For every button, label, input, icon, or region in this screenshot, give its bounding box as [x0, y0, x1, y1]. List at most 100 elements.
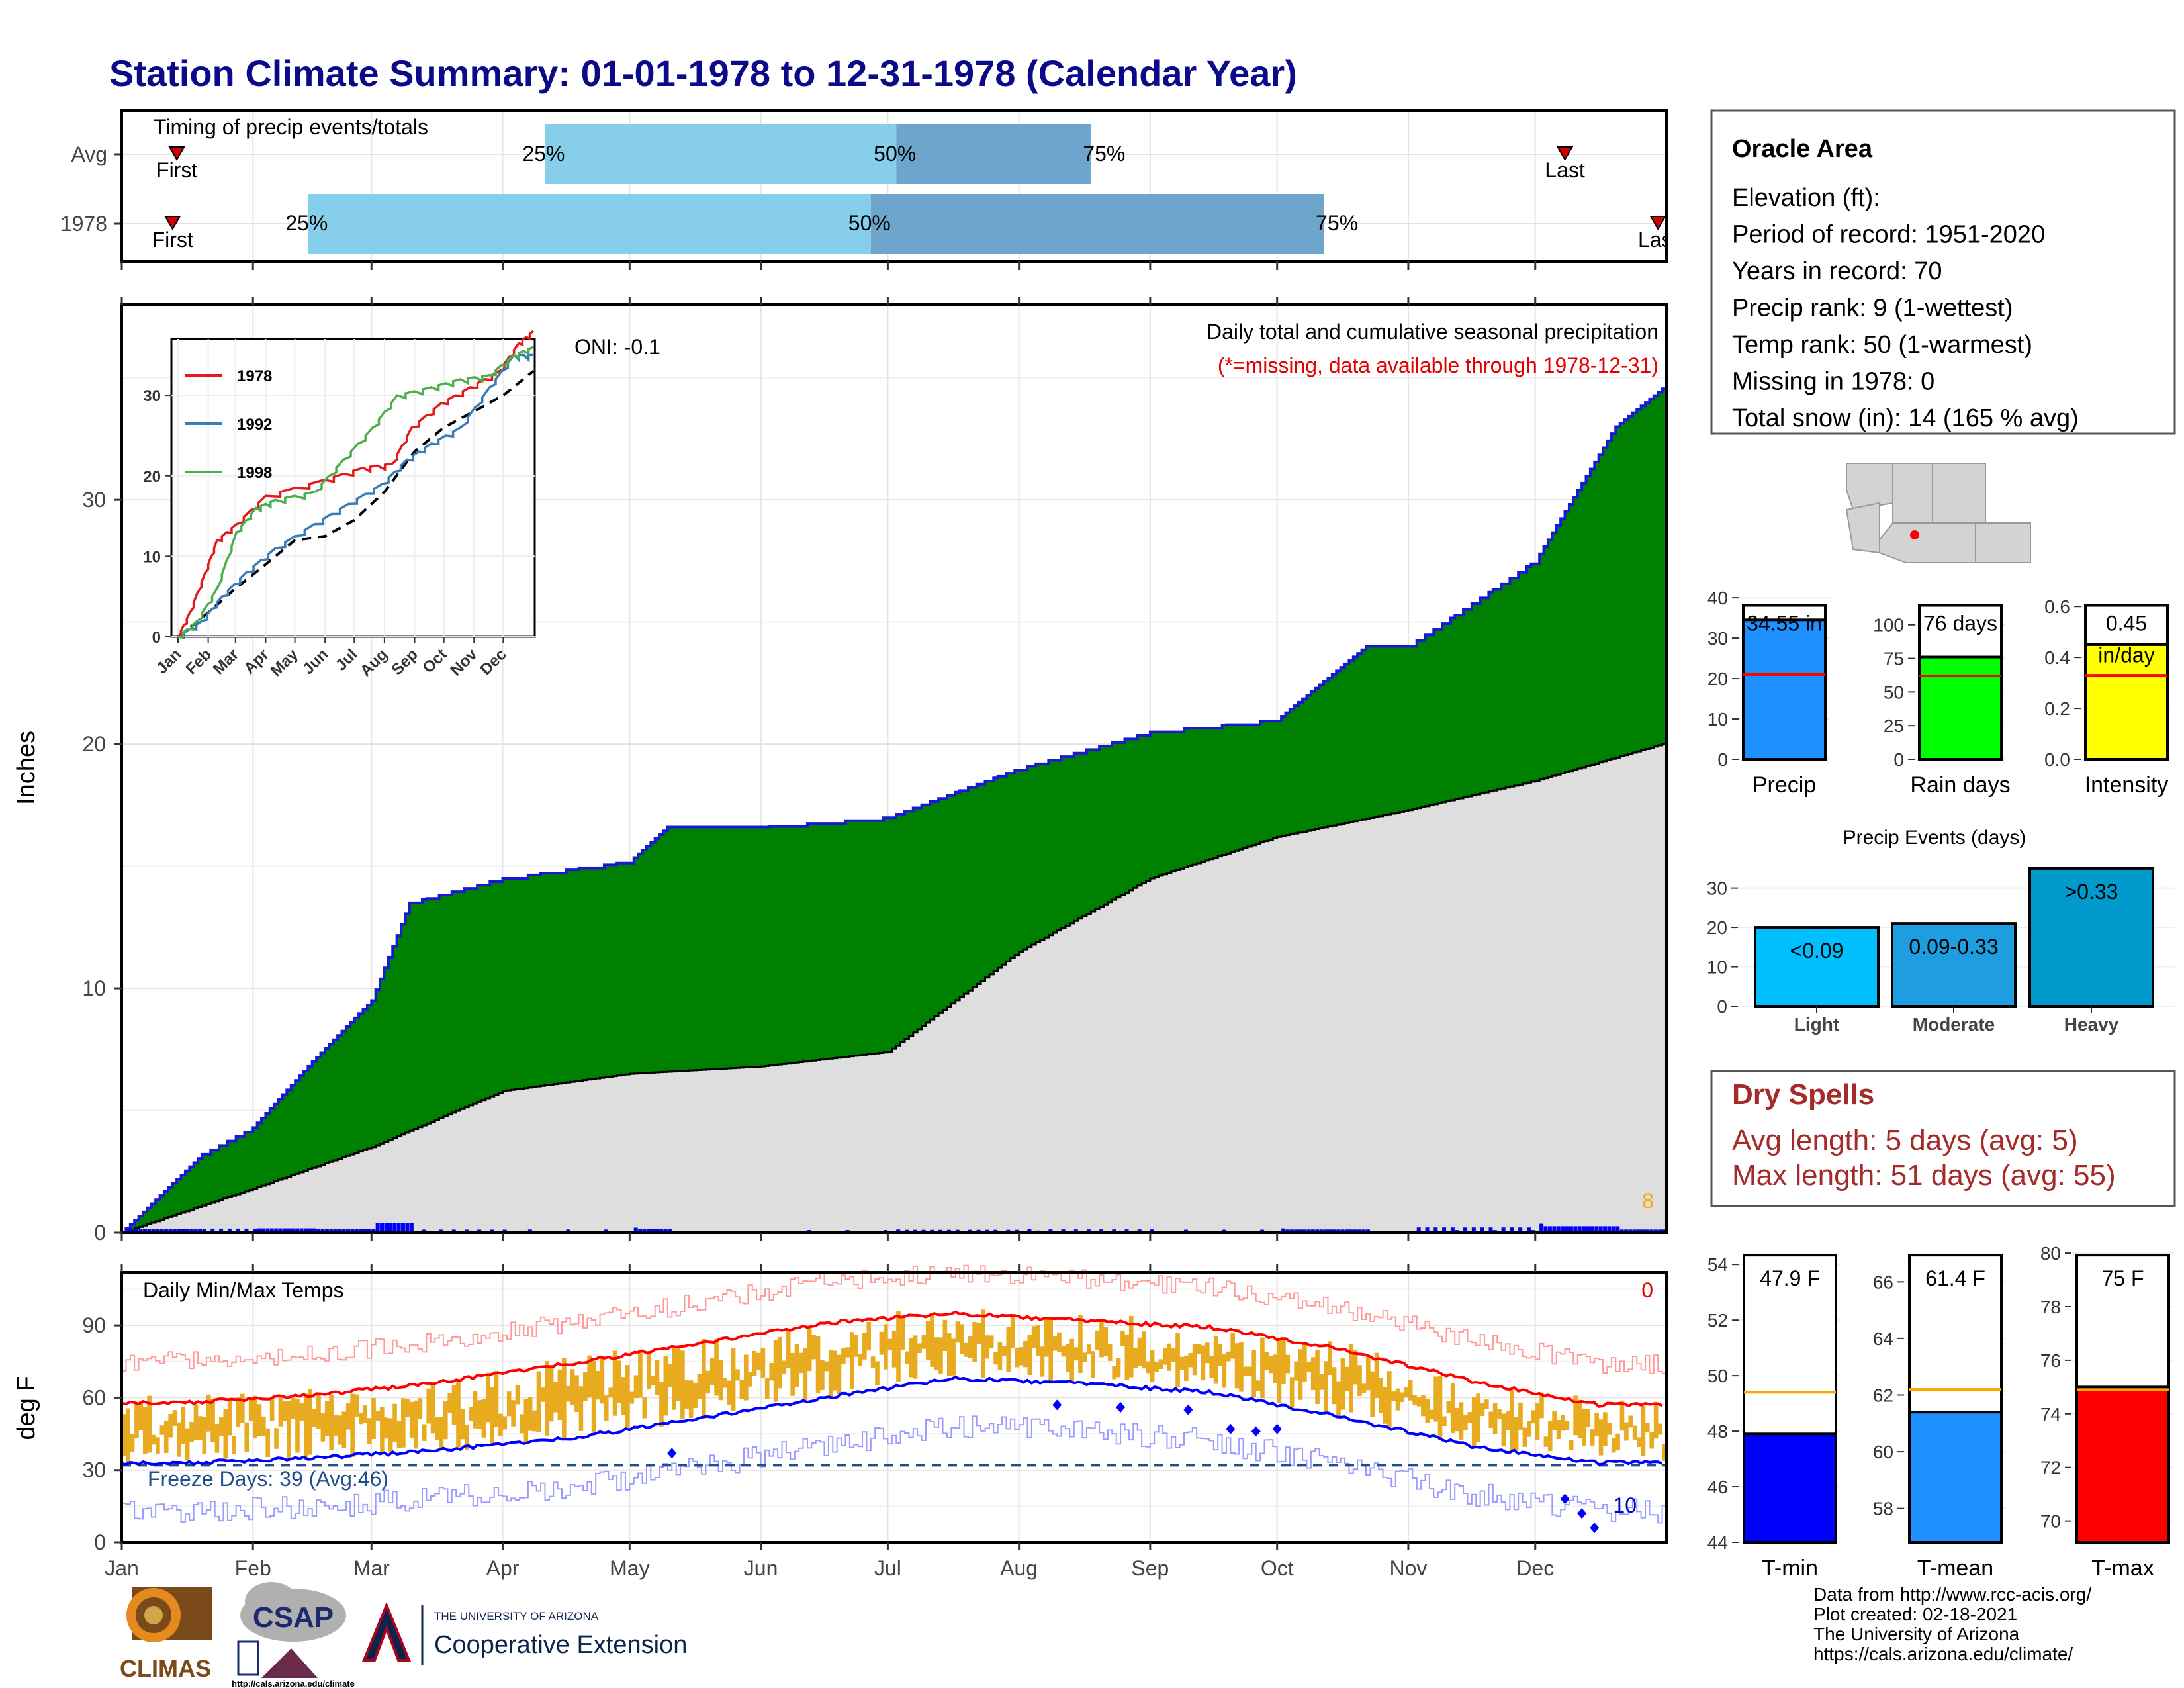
- daily-temp-bar: [735, 1369, 740, 1381]
- daily-precip-bar: [477, 1229, 482, 1233]
- daily-temp-bar: [1590, 1429, 1595, 1446]
- daily-temp-bar: [1484, 1399, 1489, 1409]
- tbar-value-label: 47.9 F: [1760, 1266, 1820, 1290]
- daily-temp-bar: [981, 1309, 985, 1378]
- daily-temp-bar: [1345, 1366, 1349, 1391]
- daily-temp-bar: [1628, 1415, 1633, 1428]
- precip-ytick-label: 10: [82, 976, 106, 1000]
- event-count-label: 8: [1642, 1189, 1654, 1213]
- daily-precip-bar: [896, 1229, 901, 1233]
- daily-precip-bar: [409, 1223, 414, 1233]
- daily-precip-bar: [312, 1228, 316, 1233]
- daily-precip-bar: [1577, 1226, 1582, 1233]
- daily-temp-bar: [1146, 1361, 1151, 1374]
- daily-temp-bar: [1446, 1401, 1451, 1414]
- cold-record-marker: [1251, 1426, 1261, 1437]
- inset-series-1998: [177, 346, 534, 639]
- station-name: Oracle Area: [1732, 135, 1873, 163]
- tbar-ytick-label: 72: [2040, 1458, 2061, 1478]
- info-line: Period of record: 1951-2020: [1732, 221, 2045, 249]
- daily-temp-bar: [1281, 1337, 1286, 1384]
- daily-temp-bar: [841, 1348, 846, 1364]
- ua-small-text: THE UNIVERSITY OF ARIZONA: [434, 1610, 599, 1622]
- daily-temp-bar: [1340, 1358, 1345, 1410]
- daily-temp-bar: [1103, 1327, 1109, 1357]
- daily-temp-bar: [676, 1345, 681, 1401]
- last-marker-1978: [1649, 216, 1666, 230]
- daily-temp-bar: [181, 1406, 186, 1444]
- inset-ytick-label: 30: [143, 387, 161, 405]
- daily-precip-bar: [375, 1223, 380, 1233]
- daily-temp-bar: [257, 1404, 262, 1436]
- tbar-ytick-label: 74: [2040, 1404, 2061, 1425]
- daily-temp-bar: [1455, 1407, 1459, 1432]
- daily-temp-bar: [1222, 1354, 1227, 1388]
- daily-precip-bar: [1324, 1229, 1328, 1233]
- mini-bar-Precip: [1742, 618, 1827, 761]
- daily-precip-bar: [380, 1223, 385, 1233]
- daily-precip-bar: [655, 1229, 659, 1233]
- daily-precip-bar: [392, 1223, 397, 1233]
- daily-temp-bar: [655, 1360, 660, 1395]
- daily-precip-bar: [1099, 1229, 1104, 1233]
- daily-temp-bar: [1383, 1387, 1388, 1424]
- daily-temp-bar: [244, 1422, 250, 1452]
- mini-ytick-label: 0.2: [2044, 698, 2070, 719]
- tbar-ytick-label: 78: [2040, 1297, 2061, 1317]
- event-bar-Moderate: [1891, 922, 2017, 1008]
- daily-temp-bar: [917, 1343, 922, 1354]
- daily-temp-bar: [879, 1331, 884, 1355]
- tbar-ytick-label: 58: [1873, 1499, 1893, 1519]
- dry-spells-box: Dry Spells Avg length: 5 days (avg: 5)Max…: [1710, 1070, 2176, 1207]
- daily-precip-bar: [1073, 1229, 1078, 1233]
- daily-temp-bar: [498, 1413, 503, 1437]
- daily-precip-bar: [968, 1229, 972, 1233]
- record-high-line: [121, 1264, 1666, 1374]
- daily-precip-bar: [527, 1229, 532, 1233]
- daily-precip-bar: [490, 1229, 494, 1233]
- daily-precip-bar: [219, 1228, 224, 1233]
- daily-temp-bar: [193, 1404, 199, 1440]
- temp-title: Daily Min/Max Temps: [143, 1278, 343, 1302]
- daily-temp-bar: [1370, 1371, 1375, 1417]
- daily-precip-bar: [1345, 1229, 1349, 1233]
- daily-temp-bar: [596, 1371, 600, 1400]
- pct-50-label: 50%: [848, 211, 891, 235]
- precip-ytick-label: 30: [82, 488, 106, 512]
- daily-precip-bar: [269, 1228, 274, 1233]
- daily-precip-bar: [257, 1228, 261, 1233]
- event-bar-label: <0.09: [1790, 939, 1844, 962]
- daily-precip-bar: [1552, 1226, 1557, 1233]
- daily-temp-bar: [896, 1311, 901, 1382]
- daily-temp-bar: [532, 1410, 537, 1432]
- first-label: First: [152, 228, 193, 252]
- daily-temp-bar: [833, 1350, 837, 1391]
- daily-temp-bar: [142, 1407, 148, 1454]
- month-label: Jan: [105, 1556, 139, 1580]
- daily-temp-bar: [1649, 1432, 1655, 1449]
- daily-temp-bar: [1218, 1344, 1222, 1366]
- daily-temp-bar: [1027, 1335, 1032, 1375]
- temp-ytick-label: 90: [82, 1313, 106, 1337]
- daily-precip-bar: [1310, 1229, 1315, 1233]
- daily-precip-bar: [1285, 1229, 1290, 1233]
- daily-precip-bar: [1315, 1229, 1320, 1233]
- daily-precip-bar: [1632, 1229, 1637, 1233]
- daily-precip-bar: [345, 1229, 350, 1233]
- daily-temp-bar: [236, 1397, 241, 1427]
- daily-precip-bar: [156, 1229, 160, 1233]
- daily-precip-bar: [202, 1229, 206, 1233]
- daily-temp-bar: [1488, 1411, 1494, 1428]
- daily-temp-bar: [274, 1428, 279, 1449]
- inset-ytick-label: 20: [143, 468, 161, 486]
- daily-temp-bar: [464, 1424, 469, 1450]
- station-location-dot: [1910, 530, 1919, 539]
- daily-temp-bar: [185, 1428, 190, 1461]
- daily-precip-bar: [295, 1228, 300, 1233]
- daily-temp-bar: [426, 1388, 432, 1424]
- daily-temp-bar: [1137, 1337, 1142, 1366]
- daily-precip-bar: [1306, 1229, 1311, 1233]
- temp-frame: [120, 1271, 1668, 1544]
- daily-precip-bar: [244, 1228, 249, 1233]
- avg-cumulative-line: [122, 743, 1666, 1234]
